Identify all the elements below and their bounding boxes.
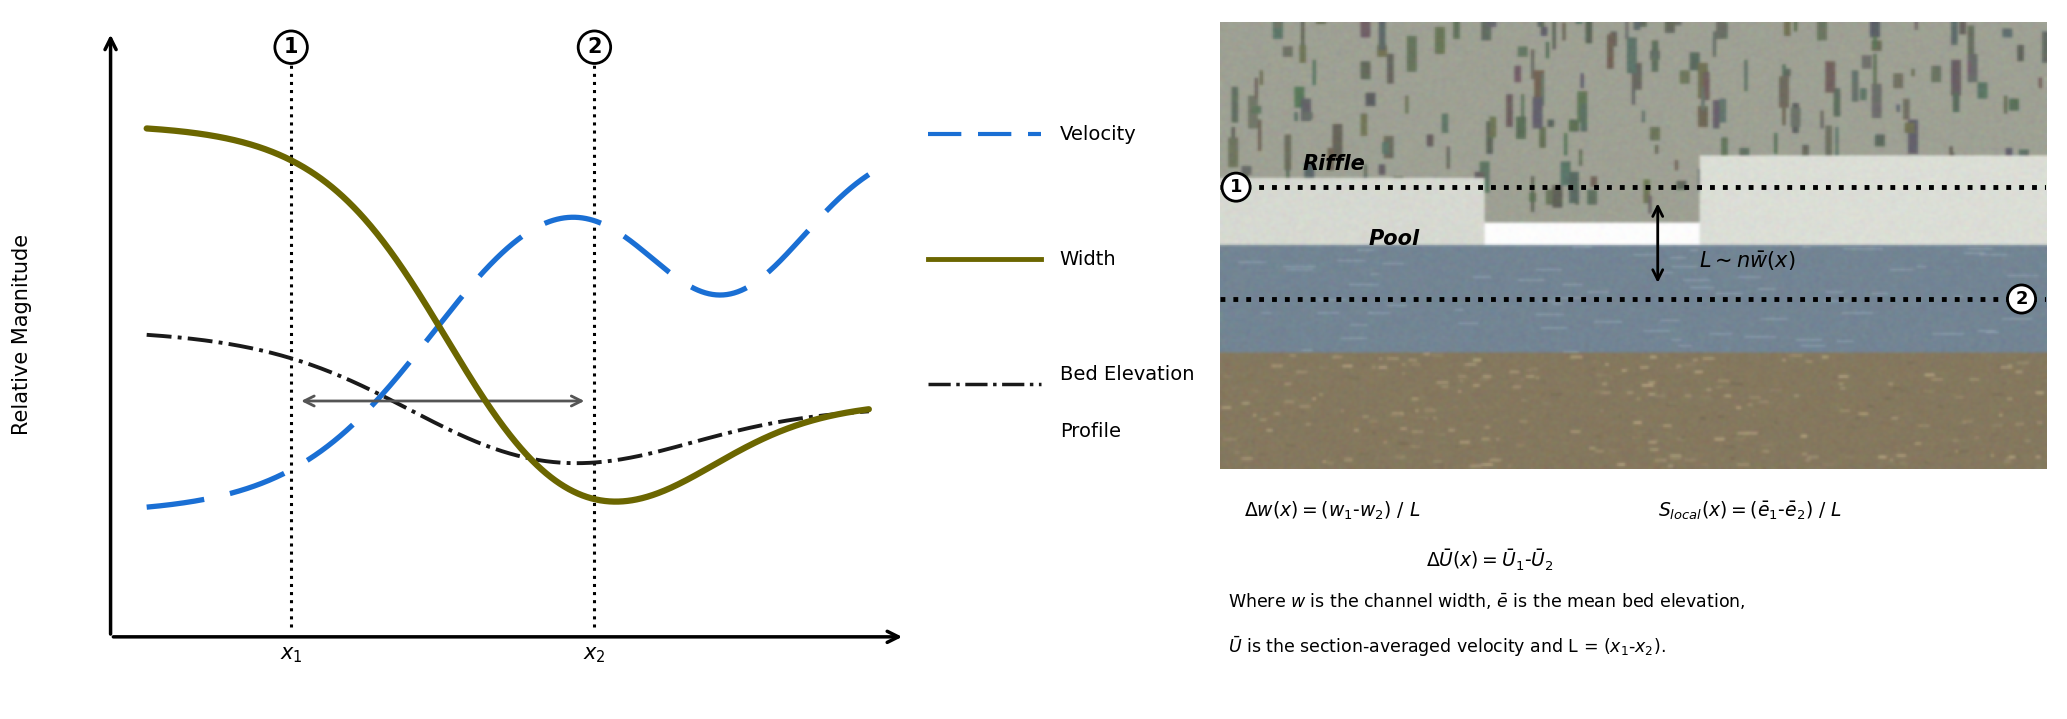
- Text: $\Delta w(x)=(w_1\text{-}w_2)\ /\ L$: $\Delta w(x)=(w_1\text{-}w_2)\ /\ L$: [1244, 500, 1420, 523]
- Text: 2: 2: [2015, 290, 2028, 308]
- Text: 1: 1: [283, 37, 298, 58]
- Text: $x_1$: $x_1$: [279, 644, 302, 664]
- Text: $\bar{U}$ is the section-averaged velocity and L = $(x_1$-$x_2)$.: $\bar{U}$ is the section-averaged veloci…: [1228, 634, 1666, 659]
- Text: Pool: Pool: [1368, 229, 1420, 249]
- Text: Profile: Profile: [1060, 422, 1120, 441]
- Text: Bed Elevation: Bed Elevation: [1060, 365, 1195, 385]
- Text: $x_2$: $x_2$: [583, 644, 606, 664]
- Text: $\mathit{L \sim n\bar{w}(x)}$: $\mathit{L \sim n\bar{w}(x)}$: [1699, 249, 1796, 273]
- Text: 2: 2: [587, 37, 601, 58]
- Text: Velocity: Velocity: [1060, 124, 1137, 144]
- Text: $S_{local}(x)=(\bar{e}_1\text{-}\bar{e}_2)\ /\ L$: $S_{local}(x)=(\bar{e}_1\text{-}\bar{e}_…: [1658, 500, 1842, 523]
- Text: Where $w$ is the channel width, $\bar{e}$ is the mean bed elevation,: Where $w$ is the channel width, $\bar{e}…: [1228, 591, 1745, 611]
- Text: $\Delta\bar{U}(x)=\bar{U}_1\text{-}\bar{U}_2$: $\Delta\bar{U}(x)=\bar{U}_1\text{-}\bar{…: [1426, 548, 1554, 573]
- Text: Riffle: Riffle: [1302, 154, 1364, 174]
- Text: 1: 1: [1230, 178, 1242, 196]
- Text: Width: Width: [1060, 249, 1116, 269]
- Text: Relative Magnitude: Relative Magnitude: [12, 234, 33, 435]
